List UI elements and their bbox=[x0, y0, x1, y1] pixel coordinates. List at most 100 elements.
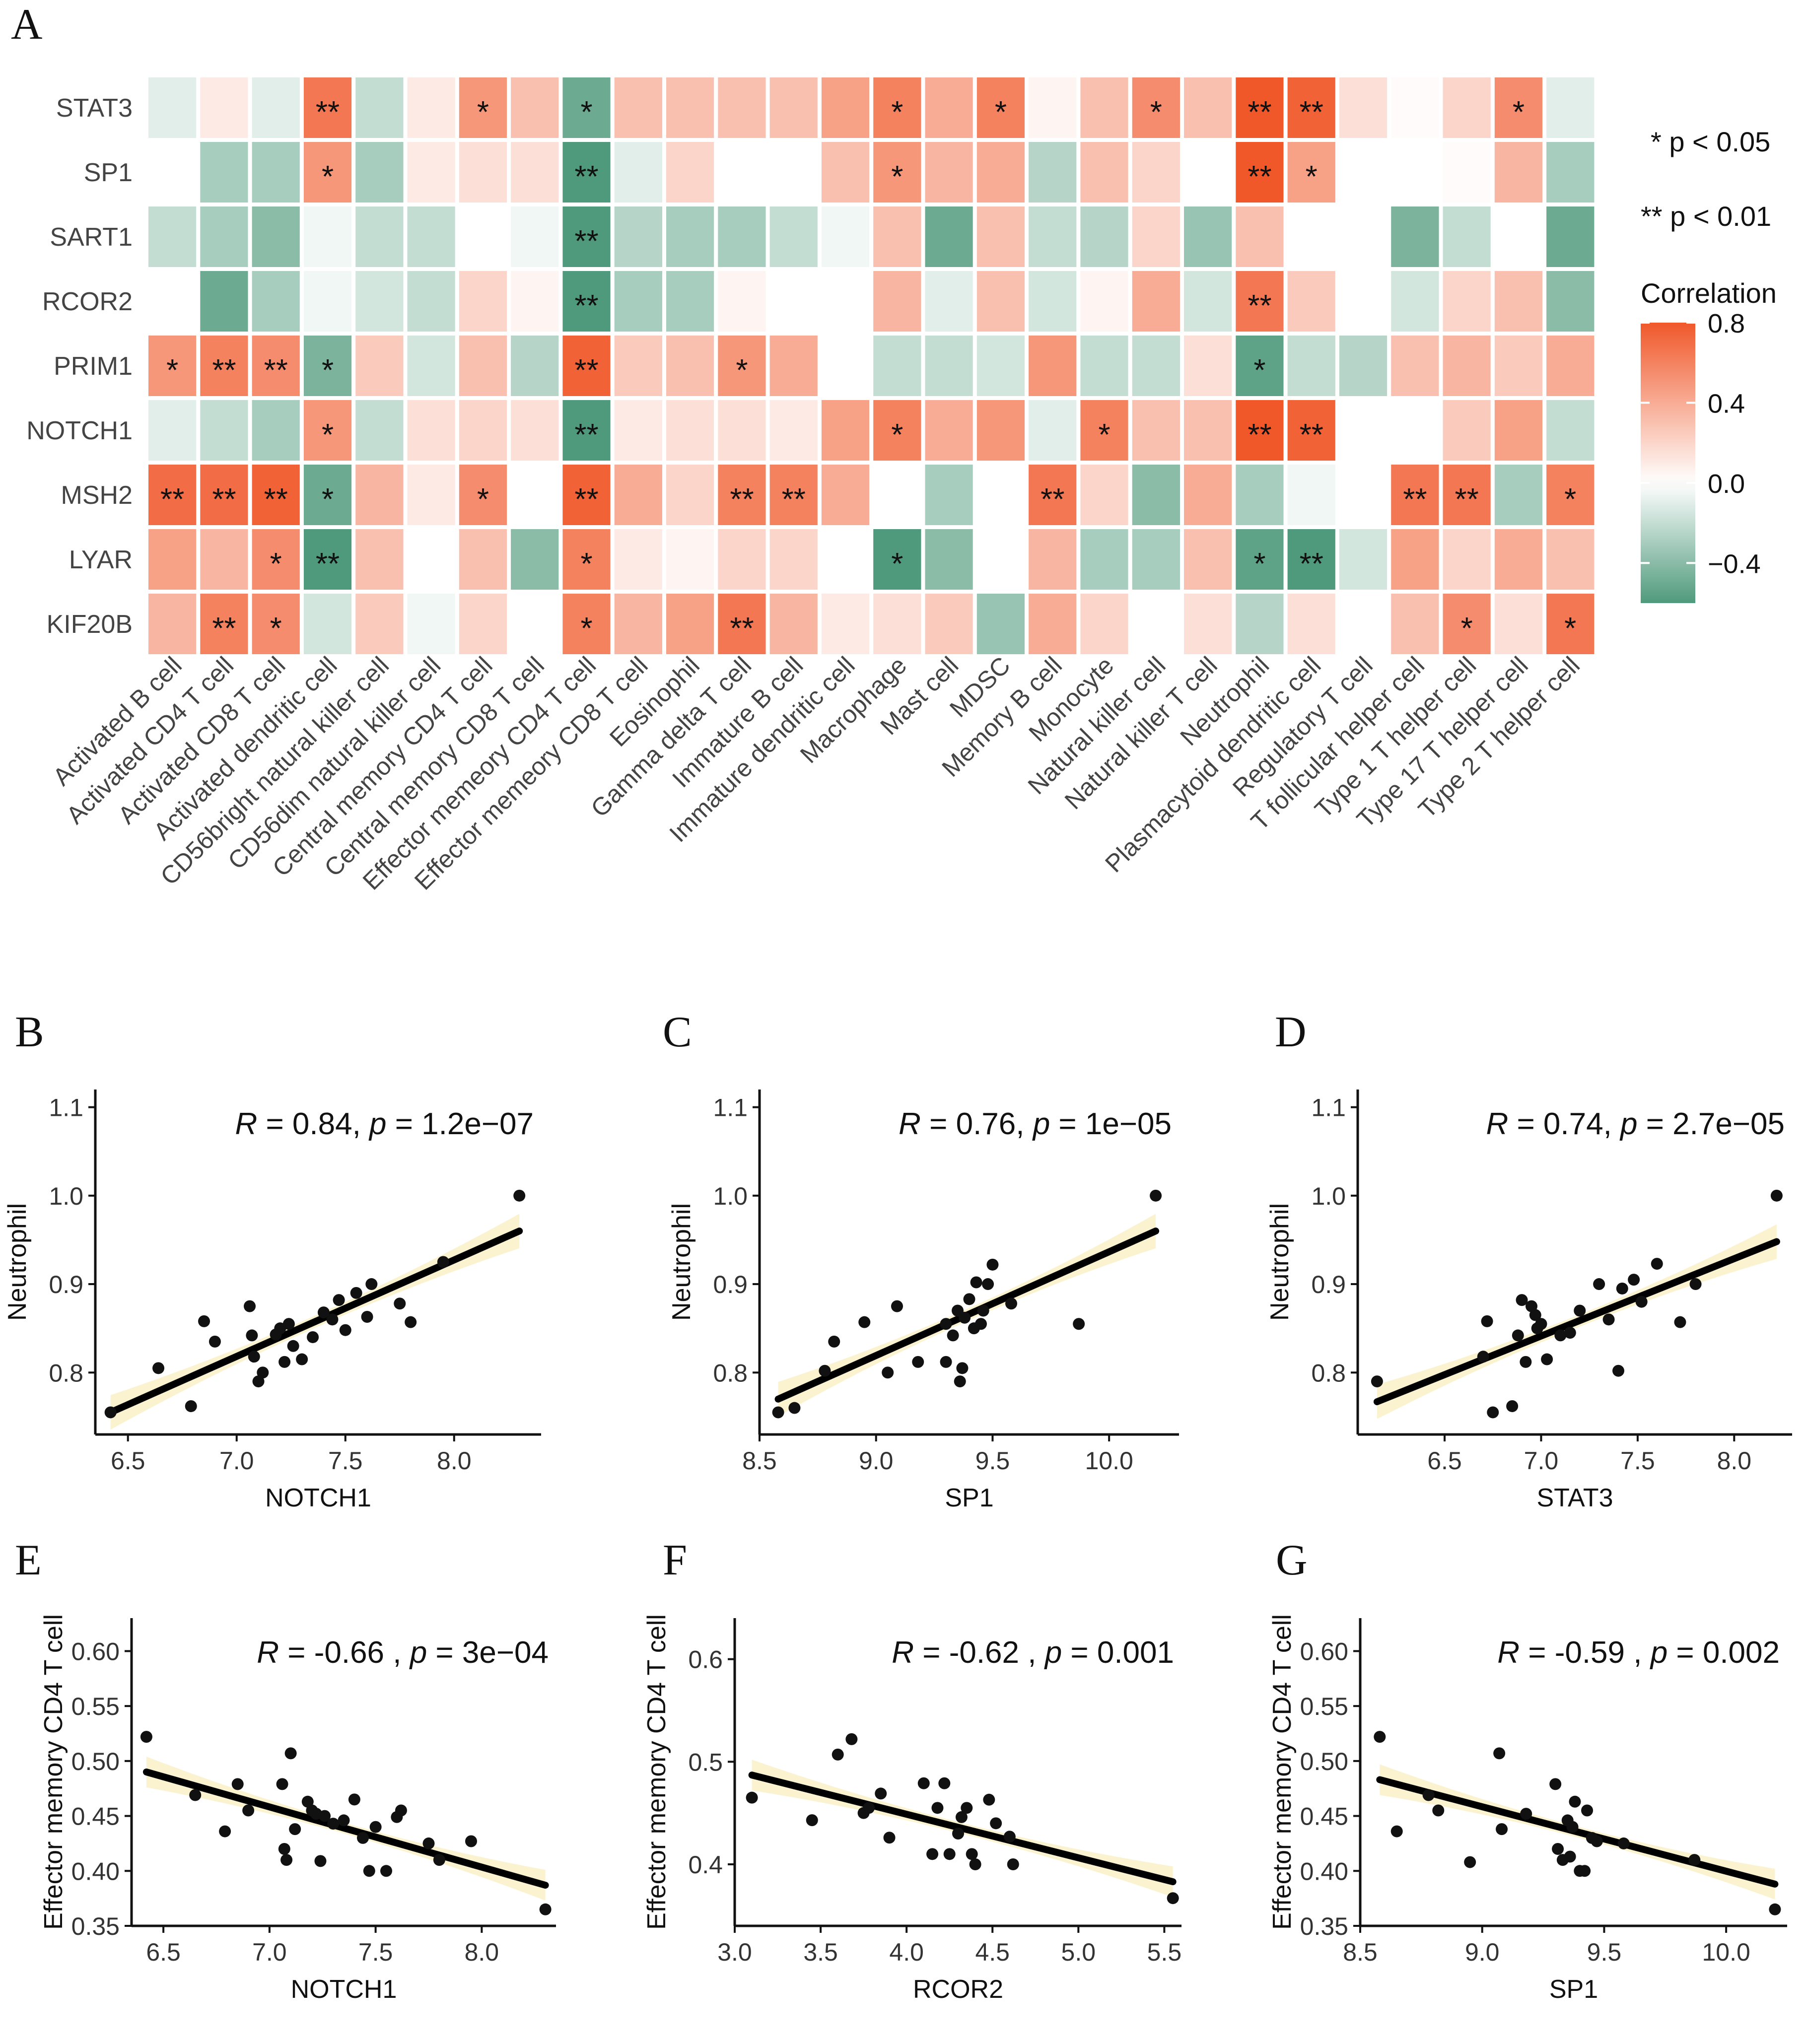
x-tick-label: 7.0 bbox=[1524, 1447, 1559, 1475]
heatmap-panel: STAT3 ** * * * * * ** ** *SP1 * ** * ** *SART1 **RCOR2 *… bbox=[26, 73, 1598, 895]
heatmap-cell bbox=[1387, 267, 1443, 336]
heatmap-cell bbox=[403, 590, 459, 658]
scatter-point bbox=[152, 1362, 165, 1374]
panel-label-c: C bbox=[663, 1008, 692, 1056]
scatter-point bbox=[1007, 1858, 1019, 1870]
heatmap-cell bbox=[1076, 138, 1132, 206]
heatmap-cell bbox=[507, 461, 563, 529]
heatmap-cell bbox=[714, 396, 770, 465]
heatmap-cell bbox=[765, 396, 822, 465]
scatter-point bbox=[819, 1364, 831, 1377]
heatmap-significance-mark: * bbox=[322, 418, 334, 452]
y-tick-label: 0.45 bbox=[71, 1803, 120, 1831]
heatmap-cell bbox=[765, 203, 822, 271]
heatmap-cell bbox=[196, 138, 252, 206]
scatter-point bbox=[1073, 1318, 1085, 1330]
heatmap-cell bbox=[662, 525, 718, 594]
heatmap-cell bbox=[403, 396, 459, 465]
y-tick-label: 0.45 bbox=[1300, 1803, 1348, 1831]
heatmap-significance-mark: * bbox=[1513, 95, 1525, 130]
heatmap-cell bbox=[662, 267, 718, 336]
scatter-point bbox=[1552, 1843, 1564, 1855]
heatmap-cell bbox=[1490, 590, 1547, 658]
heatmap-cell bbox=[1335, 461, 1391, 529]
heatmap-significance-mark: ** bbox=[1248, 418, 1271, 452]
heatmap-cell bbox=[558, 461, 615, 529]
scatter-point bbox=[1516, 1294, 1528, 1306]
heatmap-cell bbox=[662, 590, 718, 658]
heatmap-cell bbox=[1025, 525, 1081, 594]
heatmap-cell bbox=[817, 73, 874, 142]
heatmap-significance-mark: * bbox=[322, 160, 334, 194]
heatmap-cell bbox=[1025, 590, 1081, 658]
heatmap-cell bbox=[144, 525, 201, 594]
y-tick-label: 0.4 bbox=[688, 1851, 723, 1879]
scatter-point bbox=[104, 1406, 117, 1419]
heatmap-cell bbox=[455, 203, 511, 271]
heatmap-significance-mark: ** bbox=[316, 95, 340, 130]
heatmap-significance-mark: * bbox=[580, 95, 592, 130]
x-tick-label: 7.5 bbox=[358, 1938, 393, 1966]
scatter-point bbox=[433, 1854, 445, 1866]
heatmap-cell bbox=[1335, 203, 1391, 271]
scatter-point bbox=[1512, 1329, 1524, 1342]
heatmap-cell bbox=[1180, 138, 1236, 206]
heatmap-cell bbox=[507, 203, 563, 271]
scatter-panel-g: G 8.5 9.0 9.5 10.0 0.35 0.40 0.45 0.50 0.55 0.60 SP… bbox=[1268, 1536, 1787, 2004]
heatmap-cell bbox=[455, 525, 511, 594]
scatter-point bbox=[380, 1865, 392, 1877]
scatter-point bbox=[326, 1313, 339, 1326]
heatmap-cell bbox=[921, 396, 977, 465]
heatmap-cell bbox=[1387, 396, 1443, 465]
scatter-point bbox=[317, 1306, 330, 1319]
heatmap-significance-mark: ** bbox=[212, 353, 236, 388]
heatmap-significance-mark: ** bbox=[1041, 482, 1064, 517]
heatmap-cell bbox=[1335, 332, 1391, 400]
scatter-point bbox=[1602, 1313, 1615, 1326]
scatter-point bbox=[1689, 1278, 1702, 1291]
scatter-point bbox=[1564, 1850, 1576, 1863]
heatmap-significance-mark: * bbox=[580, 547, 592, 581]
scatter-point bbox=[891, 1300, 903, 1312]
heatmap-significance-mark: * bbox=[891, 418, 903, 452]
heatmap-row-label: SART1 bbox=[50, 223, 133, 252]
scatter-point bbox=[1003, 1831, 1016, 1843]
heatmap-cell bbox=[1335, 525, 1391, 594]
heatmap-significance-mark: ** bbox=[730, 612, 754, 646]
heatmap-cell bbox=[765, 332, 822, 400]
heatmap-cell bbox=[1180, 590, 1236, 658]
stat-annotation-part: p bbox=[1044, 1635, 1062, 1670]
heatmap-cell bbox=[351, 525, 408, 594]
scatter-point bbox=[772, 1406, 784, 1419]
scatter-point bbox=[198, 1315, 210, 1327]
heatmap-significance-mark: ** bbox=[782, 482, 806, 517]
heatmap-cell bbox=[817, 461, 874, 529]
colorbar-tick-label: 0.8 bbox=[1708, 309, 1745, 339]
scatter-point bbox=[278, 1356, 291, 1368]
heatmap-cell bbox=[662, 461, 718, 529]
scatter-point bbox=[208, 1335, 221, 1348]
heatmap-cell bbox=[1387, 525, 1443, 594]
scatter-point bbox=[140, 1731, 152, 1743]
y-tick-label: 0.8 bbox=[49, 1359, 83, 1387]
scatter-point bbox=[252, 1375, 265, 1388]
heatmap-cell bbox=[610, 525, 666, 594]
heatmap-significance-mark: * bbox=[322, 353, 334, 388]
heatmap-cell bbox=[403, 138, 459, 206]
scatter-point bbox=[983, 1793, 995, 1806]
scatter-point bbox=[231, 1778, 244, 1790]
x-tick-label: 9.0 bbox=[1465, 1938, 1500, 1966]
heatmap-significance-mark: * bbox=[477, 95, 489, 130]
heatmap-significance-mark: ** bbox=[574, 482, 598, 517]
scatter-point bbox=[938, 1777, 951, 1789]
heatmap-cell bbox=[1128, 138, 1184, 206]
regression-line bbox=[1373, 1238, 1780, 1406]
heatmap-significance-mark: ** bbox=[212, 482, 236, 517]
scatter-point bbox=[284, 1747, 297, 1760]
scatter-point bbox=[1422, 1789, 1435, 1801]
regression-line bbox=[1376, 1776, 1779, 1888]
x-tick-label: 9.5 bbox=[975, 1447, 1010, 1475]
stat-annotation-part: p bbox=[368, 1107, 386, 1141]
heatmap-cell bbox=[507, 590, 563, 658]
heatmap-cell bbox=[1439, 525, 1495, 594]
